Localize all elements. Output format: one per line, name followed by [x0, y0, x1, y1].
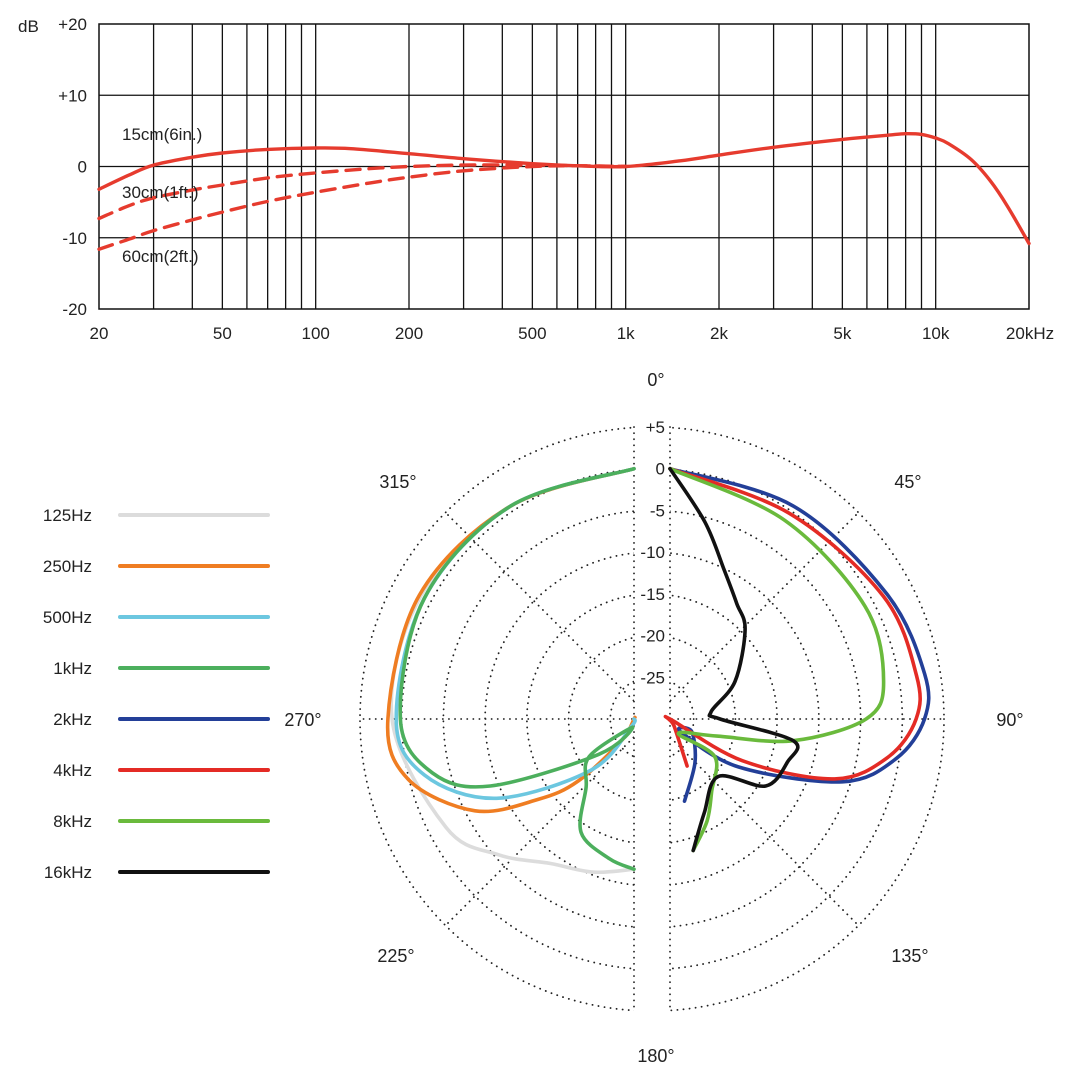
polar-spoke-7	[444, 511, 639, 706]
fr-x-tick-label: 50	[213, 324, 232, 343]
polar-db-label: -10	[640, 543, 665, 562]
polar-center-gap	[634, 423, 670, 1015]
polar-db-label: +5	[646, 418, 665, 437]
legend-label: 8kHz	[53, 812, 92, 831]
fr-x-tick-label: 100	[301, 324, 329, 343]
polar-ring-5	[567, 634, 737, 804]
fr-x-tick-label: 20kHz	[1006, 324, 1054, 343]
polar-spoke-3	[665, 732, 860, 927]
polar-angle-label: 180°	[637, 1046, 674, 1066]
polar-angle-label: 90°	[996, 710, 1023, 730]
polar-angle-label: 0°	[647, 370, 664, 390]
legend-label: 16kHz	[44, 863, 92, 882]
fr-x-tick-label: 2k	[710, 324, 728, 343]
legend-label: 125Hz	[43, 506, 92, 525]
fr-y-tick-label: 0	[78, 158, 87, 177]
polar-series-4khz	[663, 466, 922, 781]
legend-label: 500Hz	[43, 608, 92, 627]
polar-labels: +5 0 -5 -10 -15 -20 -25 0° 45° 90° 135° 180° 225° 270…	[284, 370, 1023, 1066]
fr-x-tick-label: 500	[518, 324, 546, 343]
polar-angle-label: 270°	[284, 710, 321, 730]
fr-curves: 15cm(6in.) 30cm(1ft.) 60cm(2ft.)	[97, 125, 1031, 266]
fr-x-tick-label: 1k	[617, 324, 635, 343]
polar-spoke-1	[665, 511, 860, 706]
fr-plot-frame	[98, 23, 1030, 310]
polar-angle-label: 45°	[894, 472, 921, 492]
polar-ring-4	[526, 593, 779, 846]
polar-series-250hz	[385, 466, 637, 814]
legend-label: 1kHz	[53, 659, 92, 678]
polar-spoke-5	[444, 732, 639, 927]
fr-series-1	[97, 131, 1031, 246]
fr-x-tick-label: 10k	[922, 324, 950, 343]
polar-angle-label: 315°	[379, 472, 416, 492]
fr-x-tick-label: 20	[90, 324, 109, 343]
fr-y-axis-label: dB	[18, 17, 39, 36]
fr-series-label: 15cm(6in.)	[122, 125, 202, 144]
polar-curves	[385, 466, 931, 875]
fr-series-label: 30cm(1ft.)	[122, 183, 199, 202]
polar-series-16khz	[668, 466, 800, 853]
polar-grid	[359, 423, 945, 1015]
polar-db-label: -5	[650, 501, 665, 520]
polar-db-label: -25	[640, 668, 665, 687]
polar-angle-label: 225°	[377, 946, 414, 966]
fr-y-tick-label: -20	[62, 300, 87, 319]
legend-label: 4kHz	[53, 761, 92, 780]
polar-pattern-chart: +5 0 -5 -10 -15 -20 -25 0° 45° 90° 135° 180° 225° 270…	[43, 370, 1024, 1066]
legend-label: 2kHz	[53, 710, 92, 729]
polar-db-label: -15	[640, 585, 665, 604]
frequency-response-chart: 15cm(6in.) 30cm(1ft.) 60cm(2ft.) dB +20 +10…	[18, 15, 1054, 343]
polar-series-125hz	[389, 466, 636, 875]
fr-series-3	[97, 164, 628, 251]
legend: 125Hz 250Hz 500Hz 1kHz 2kHz 4kHz 8kHz 16kHz	[43, 506, 270, 882]
polar-db-label: -20	[640, 627, 665, 646]
fr-x-tick-label: 5k	[833, 324, 851, 343]
fr-series-label: 60cm(2ft.)	[122, 247, 199, 266]
fr-y-tick-label: -10	[62, 229, 87, 248]
legend-label: 250Hz	[43, 557, 92, 576]
fr-x-tick-label: 200	[395, 324, 423, 343]
polar-angle-label: 135°	[891, 946, 928, 966]
polar-series-1khz	[398, 466, 636, 871]
polar-db-label: 0	[656, 460, 665, 479]
fr-y-tick-label: +20	[58, 15, 87, 34]
fr-y-tick-label: +10	[58, 86, 87, 105]
